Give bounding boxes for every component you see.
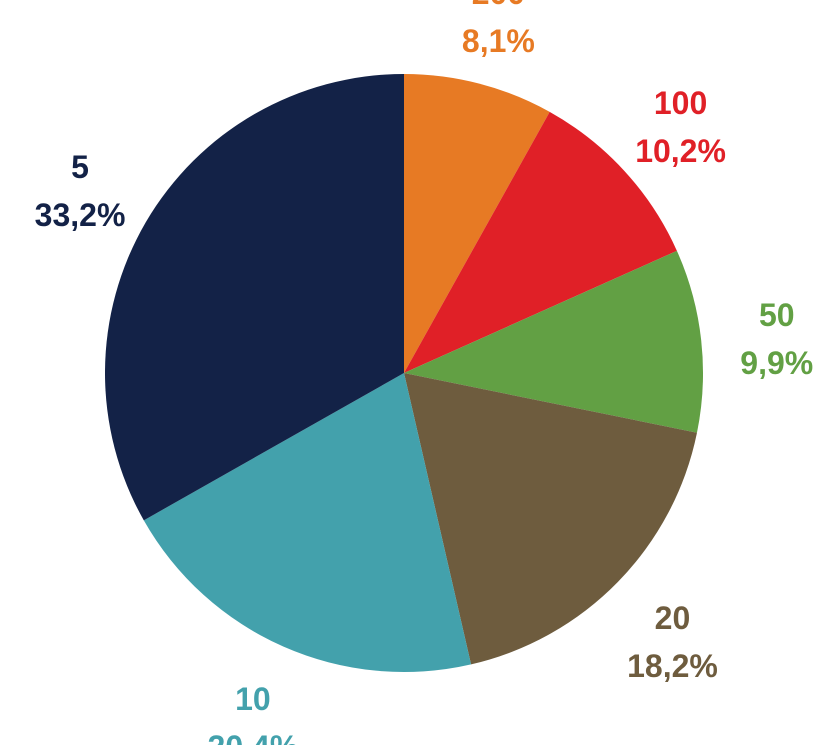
slice-name-label-5: 5 xyxy=(71,149,89,185)
slice-name-label-50: 50 xyxy=(759,297,795,333)
slice-name-label-200: 200 xyxy=(472,0,525,11)
slice-name-label-20: 20 xyxy=(655,600,691,636)
pie-slice-200 xyxy=(404,74,550,373)
pie-labels: 200 8,1% 100 10,2% 50 9,9% 20 18,2% 10 20,4% 5 33,2… xyxy=(35,0,814,745)
slice-name-label-10: 10 xyxy=(235,681,271,717)
pie-slice-50 xyxy=(404,250,704,433)
slice-percent-label-100: 10,2% xyxy=(635,133,726,169)
pie-slice-100 xyxy=(404,111,677,373)
pie-slice-20 xyxy=(404,373,697,665)
pie-slice-10 xyxy=(143,373,472,672)
slice-name-label-100: 100 xyxy=(654,85,707,121)
pie-slice-5 xyxy=(104,74,404,521)
slice-percent-label-200: 8,1% xyxy=(462,23,535,59)
slice-percent-label-20: 18,2% xyxy=(627,648,718,684)
slice-percent-label-10: 20,4% xyxy=(208,729,299,745)
pie-slices xyxy=(104,74,704,672)
slice-percent-label-50: 9,9% xyxy=(740,345,813,381)
slice-percent-label-5: 33,2% xyxy=(35,197,126,233)
